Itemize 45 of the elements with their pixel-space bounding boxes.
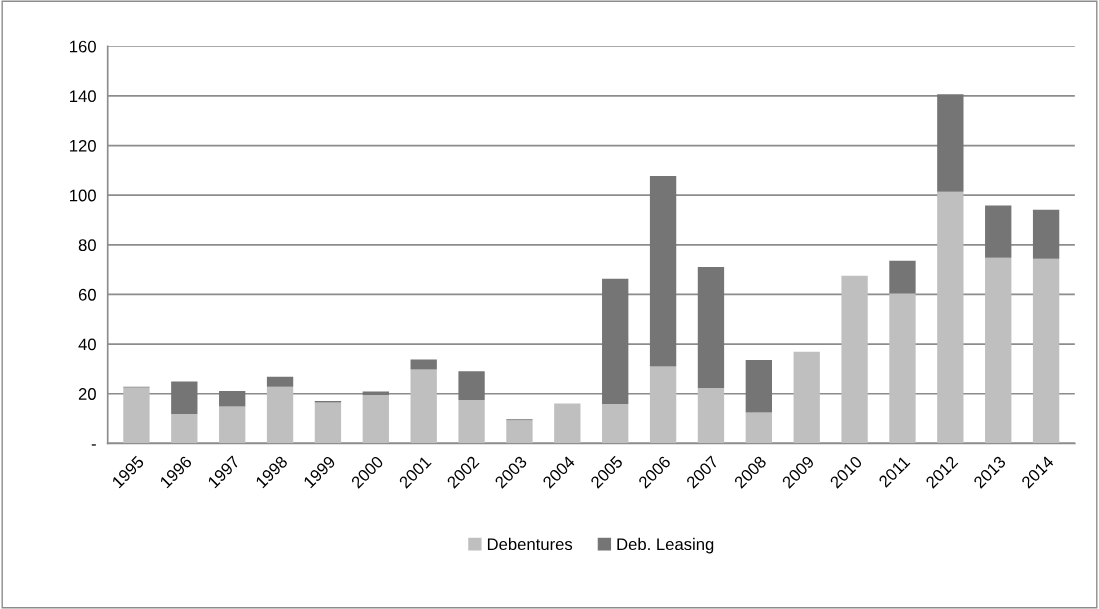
y-tick-label: 20 <box>78 388 96 400</box>
bar <box>649 176 677 367</box>
bar <box>937 191 964 444</box>
bar <box>554 403 581 444</box>
bar <box>985 205 1012 258</box>
bar <box>123 387 150 444</box>
y-tick-label: 160 <box>70 40 96 53</box>
bar <box>219 390 246 407</box>
bar <box>219 406 246 444</box>
bar <box>602 278 629 404</box>
bar <box>266 386 294 444</box>
bar <box>745 412 772 444</box>
y-tick-label: 100 <box>70 189 96 202</box>
legend-label: Deb. Leasing <box>617 537 714 554</box>
bar <box>458 371 485 400</box>
bar <box>649 366 677 444</box>
bar <box>697 388 725 444</box>
bar <box>410 369 437 444</box>
bar <box>1032 209 1060 259</box>
bar <box>410 359 437 370</box>
bar <box>458 399 485 444</box>
y-tick-label: - <box>91 444 96 446</box>
bar <box>889 293 916 444</box>
bar <box>745 359 772 413</box>
bar <box>171 414 198 444</box>
y-tick-label: 80 <box>78 239 96 252</box>
bar <box>985 257 1012 444</box>
bar <box>314 402 342 444</box>
bar <box>697 266 725 389</box>
bar <box>841 275 868 444</box>
bar <box>362 394 389 444</box>
bar <box>1032 258 1060 444</box>
bar <box>889 260 916 294</box>
bar <box>171 381 198 415</box>
bar <box>362 391 389 395</box>
y-tick-label: 120 <box>70 139 96 152</box>
y-tick-label: 140 <box>70 90 96 103</box>
bar <box>602 403 629 444</box>
bar <box>266 376 294 387</box>
y-tick-label: 60 <box>78 288 96 301</box>
bar <box>937 94 964 192</box>
bar <box>506 420 533 444</box>
legend-label: Debentures <box>487 537 573 551</box>
bar <box>793 351 820 444</box>
y-tick-label: 40 <box>78 338 96 351</box>
